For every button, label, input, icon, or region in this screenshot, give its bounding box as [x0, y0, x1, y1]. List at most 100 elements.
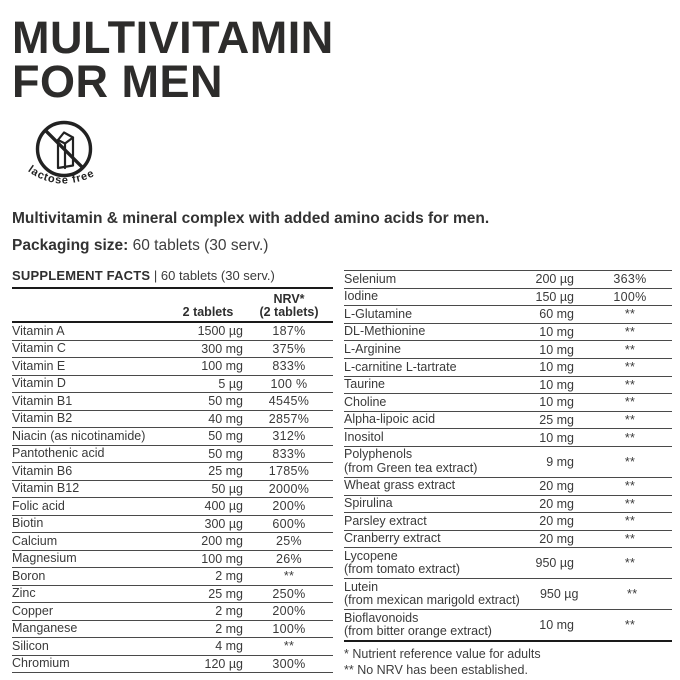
- prohibition-slash-icon: [44, 129, 84, 169]
- table-row: Boron 2 mg **: [12, 568, 333, 586]
- ingredient-nrv: 600%: [272, 516, 306, 531]
- ingredient-nrv: **: [624, 618, 636, 633]
- ingredient-amount: 300 mg: [201, 341, 243, 356]
- table-row: Spirulina 20 mg **: [344, 496, 672, 514]
- ingredient-name: Selenium: [344, 271, 397, 286]
- table-row: Parsley extract 20 mg **: [344, 513, 672, 531]
- table-row: L-Glutamine 60 mg **: [344, 306, 672, 324]
- ingredient-name: Manganese: [12, 621, 78, 635]
- table-row: Taurine 10 mg **: [344, 377, 672, 395]
- ingredient-nrv: **: [624, 377, 636, 392]
- ingredient-amount: 50 mg: [208, 394, 243, 409]
- footnote-nrv-reference: * Nutrient reference value for adults: [344, 647, 541, 662]
- ingredient-nrv: **: [624, 307, 636, 322]
- ingredient-nrv: 375%: [272, 341, 306, 356]
- ingredient-name: Pantothenic acid: [12, 446, 105, 460]
- ingredient-name: Vitamin D: [12, 376, 66, 390]
- ingredient-nrv: 2000%: [268, 481, 310, 496]
- table-row: L-carnitine L-tartrate 10 mg **: [344, 359, 672, 377]
- table-row: Vitamin B6 25 mg 1785%: [12, 463, 333, 481]
- ingredient-name: Vitamin B2: [12, 411, 73, 425]
- ingredient-nrv: 312%: [272, 429, 306, 444]
- ingredient-amount: 50 mg: [208, 446, 243, 461]
- packaging-size-label: Packaging size:: [12, 237, 129, 254]
- table-row: Manganese 2 mg 100%: [12, 621, 333, 638]
- ingredient-nrv: **: [283, 639, 295, 654]
- table-row: Vitamin D 5 µg 100 %: [12, 376, 333, 393]
- ingredient-amount: 950 µg: [535, 556, 574, 571]
- table-row: Cranberry extract 20 mg **: [344, 531, 672, 549]
- ingredient-amount: 20 mg: [539, 532, 574, 547]
- ingredient-amount: 950 µg: [539, 587, 579, 602]
- ingredient-name: Wheat grass extract: [344, 478, 456, 493]
- table-row: Choline 10 mg **: [344, 394, 672, 412]
- table-row: Biotin 300 µg 600%: [12, 516, 333, 533]
- ingredient-amount: 120 µg: [204, 656, 243, 671]
- ingredient-nrv: **: [624, 430, 636, 445]
- ingredient-amount: 25 mg: [539, 413, 574, 428]
- ingredient-amount: 10 mg: [539, 377, 574, 392]
- ingredient-nrv: 1785%: [268, 464, 310, 479]
- ingredient-nrv: 250%: [272, 586, 306, 601]
- table-row: Pantothenic acid 50 mg 833%: [12, 446, 333, 463]
- ingredient-nrv: 100%: [272, 621, 306, 636]
- ingredient-nrv: **: [624, 413, 636, 428]
- ingredient-name: Silicon: [12, 638, 49, 653]
- packaging-size-value: 60 tablets (30 serv.): [132, 237, 269, 254]
- ingredient-amount: 20 mg: [539, 496, 574, 511]
- ingredient-name: Zinc: [12, 586, 36, 600]
- ingredient-amount: 10 mg: [539, 618, 574, 633]
- ingredient-amount: 50 µg: [211, 481, 243, 496]
- ingredient-amount: 2 mg: [215, 621, 243, 636]
- table-row: Vitamin C 300 mg 375%: [12, 341, 333, 358]
- ingredient-amount: 100 mg: [201, 551, 243, 566]
- ingredient-amount: 10 mg: [539, 342, 574, 357]
- supplement-facts-separator: |: [153, 268, 158, 283]
- ingredient-nrv: 2857%: [268, 411, 310, 426]
- ingredient-amount: 40 mg: [208, 411, 243, 426]
- ingredient-amount: 25 mg: [208, 586, 243, 601]
- page-title-line1: MULTIVITAMIN: [12, 12, 334, 63]
- table-row: Vitamin E 100 mg 833%: [12, 358, 333, 376]
- ingredient-name: Spirulina: [344, 496, 393, 511]
- supplement-facts-header: SUPPLEMENT FACTS | 60 tablets (30 serv.): [12, 268, 333, 289]
- packaging-size: Packaging size: 60 tablets (30 serv.): [12, 237, 672, 255]
- table-row: Lutein (from mexican marigold extract) 950…: [344, 579, 672, 611]
- ingredient-name: Iodine: [344, 289, 379, 304]
- ingredient-name: Lutein (from mexican marigold extract): [344, 579, 520, 608]
- ingredient-nrv: **: [624, 479, 636, 494]
- ingredient-name: L-carnitine L-tartrate: [344, 359, 457, 374]
- ingredient-amount: 100 mg: [201, 359, 243, 374]
- table-row: Vitamin A 1500 µg 187%: [12, 323, 333, 341]
- ingredient-nrv: 300%: [272, 656, 306, 671]
- ingredient-name: Lycopene (from tomato extract): [344, 548, 460, 577]
- table-row: DL-Methionine 10 mg **: [344, 324, 672, 342]
- milk-carton-icon: [56, 131, 75, 170]
- table-row: Copper 2 mg 200%: [12, 603, 333, 621]
- ingredient-name: Copper: [12, 603, 53, 618]
- supplement-facts-table-left: SUPPLEMENT FACTS | 60 tablets (30 serv.)…: [12, 268, 333, 673]
- ingredient-name: Choline: [344, 394, 387, 409]
- ingredient-nrv: **: [624, 360, 636, 375]
- ingredient-amount: 2 mg: [215, 569, 243, 584]
- ingredient-name-detail: (from tomato extract): [344, 562, 460, 577]
- ingredient-nrv: **: [624, 496, 636, 511]
- ingredient-name: Taurine: [344, 377, 385, 392]
- table-row: Chromium 120 µg 300%: [12, 656, 333, 673]
- table-row: Vitamin B1 50 mg 4545%: [12, 393, 333, 411]
- table-row: Niacin (as nicotinamide) 50 mg 312%: [12, 428, 333, 446]
- ingredient-amount: 20 mg: [539, 479, 574, 494]
- ingredient-amount: 60 mg: [539, 307, 574, 322]
- product-description: Multivitamin & mineral complex with adde…: [12, 210, 490, 227]
- supplement-facts-serving-info: 60 tablets (30 serv.): [160, 268, 275, 283]
- ingredient-name: Niacin (as nicotinamide): [12, 428, 146, 443]
- ingredient-amount: 50 mg: [208, 429, 243, 444]
- col-header-nrv-line1: NRV*: [273, 292, 305, 306]
- lactose-free-badge: lactose free: [22, 116, 118, 202]
- table-row: L-Arginine 10 mg **: [344, 341, 672, 359]
- table-row: Alpha-lipoic acid 25 mg **: [344, 412, 672, 430]
- ingredient-nrv: **: [624, 514, 636, 529]
- ingredient-name-detail: (from bitter orange extract): [344, 624, 492, 639]
- ingredient-name: DL-Methionine: [344, 324, 426, 339]
